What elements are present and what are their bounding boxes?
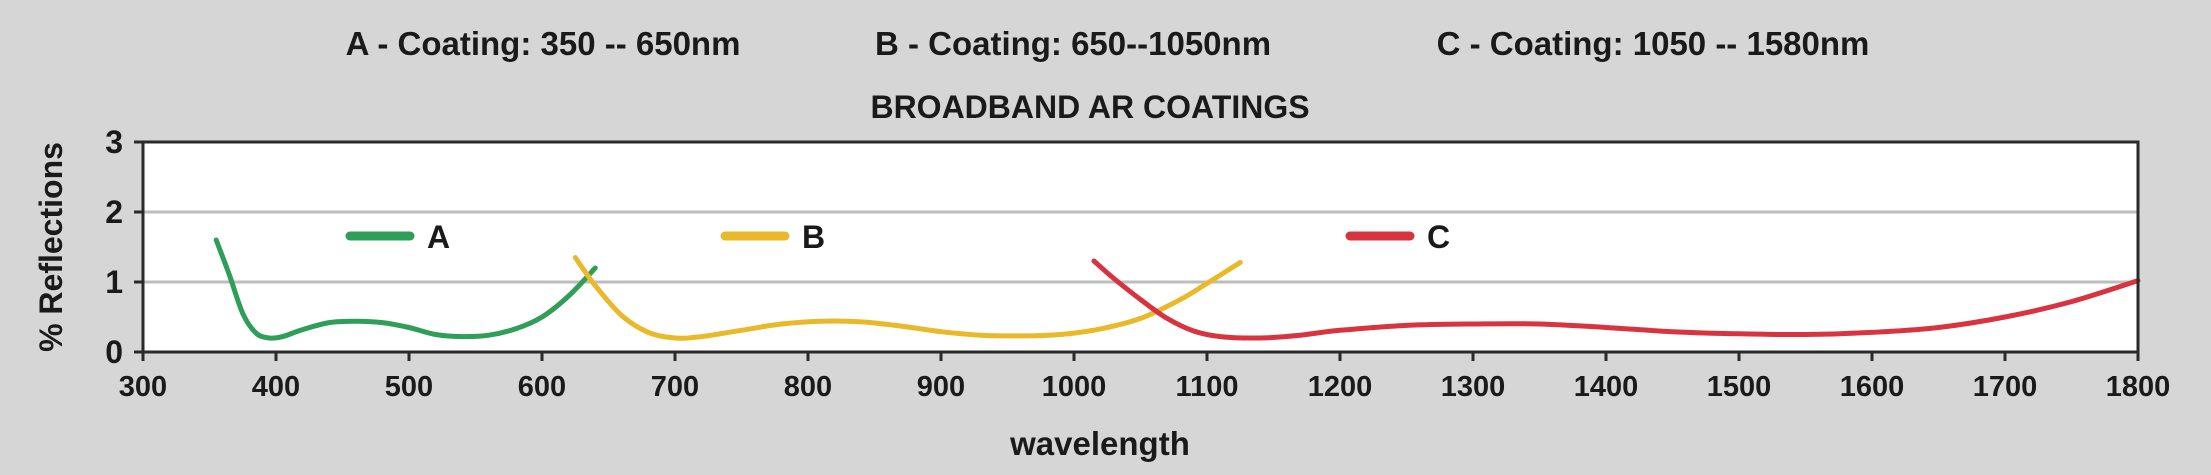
legend-layer: A B C: [345, 219, 1450, 255]
x-tick-label-3: 600: [518, 371, 566, 403]
x-tick-label-6: 900: [917, 371, 965, 403]
x-tick-label-8: 1100: [1176, 371, 1239, 403]
chart-title: BROADBAND AR COATINGS: [870, 89, 1309, 125]
series-line-a: [213, 237, 598, 341]
x-tick-label-14: 1700: [1973, 371, 2038, 403]
x-tick-label-4: 700: [651, 371, 699, 403]
x-tick-label-2: 500: [385, 371, 433, 403]
x-tick-label-15: 1800: [2106, 371, 2171, 403]
x-tick-label-12: 1500: [1707, 371, 1772, 403]
series-line-c: [1091, 258, 2141, 341]
legend-label-b: B: [802, 219, 825, 255]
y-axis-label: % Reflections: [33, 142, 69, 352]
header-note-a: A - Coating: 350 -- 650nm: [346, 25, 741, 62]
x-tick-label-7: 1000: [1042, 371, 1107, 403]
series-layer: [213, 237, 2141, 341]
y-tick-label-3: 3: [105, 124, 123, 160]
x-axis-label: wavelength: [1009, 425, 1190, 462]
x-tick-label-5: 800: [784, 371, 832, 403]
x-tick-label-0: 300: [119, 371, 167, 403]
x-tick-label-10: 1300: [1441, 371, 1506, 403]
legend-label-c: C: [1427, 219, 1450, 255]
x-tick-label-13: 1600: [1840, 371, 1905, 403]
x-tick-label-11: 1400: [1574, 371, 1639, 403]
gridlines: [143, 210, 2138, 284]
header-note-c: C - Coating: 1050 -- 1580nm: [1437, 25, 1870, 62]
header-note-b: B - Coating: 650--1050nm: [875, 25, 1271, 62]
x-axis: 300 400 500 600 700 800 900 1000 1100 1200 1300 140…: [119, 352, 2170, 403]
y-axis: 0 1 2 3: [105, 124, 143, 370]
series-line-b: [572, 255, 1243, 341]
x-tick-label-9: 1200: [1308, 371, 1373, 403]
y-tick-label-0: 0: [105, 334, 123, 370]
legend-label-a: A: [427, 219, 450, 255]
plot-frame: [141, 140, 2140, 354]
y-tick-label-1: 1: [105, 264, 123, 300]
x-tick-label-1: 400: [252, 371, 300, 403]
y-tick-label-2: 2: [105, 194, 123, 230]
